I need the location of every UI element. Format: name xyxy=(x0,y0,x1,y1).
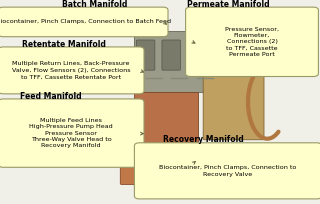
FancyBboxPatch shape xyxy=(0,99,144,167)
FancyBboxPatch shape xyxy=(0,7,168,37)
FancyBboxPatch shape xyxy=(134,92,198,153)
Text: Multiple Return Lines, Back-Pressure
Valve, Flow Sensors (2), Connections
to TFF: Multiple Return Lines, Back-Pressure Val… xyxy=(12,61,131,79)
FancyBboxPatch shape xyxy=(162,40,180,70)
FancyBboxPatch shape xyxy=(186,7,318,76)
Text: Retentate Manifold: Retentate Manifold xyxy=(22,40,106,49)
FancyBboxPatch shape xyxy=(188,40,206,70)
FancyBboxPatch shape xyxy=(203,66,264,140)
Text: Permeate Manifold: Permeate Manifold xyxy=(188,0,270,9)
FancyBboxPatch shape xyxy=(134,31,230,92)
FancyBboxPatch shape xyxy=(0,47,144,94)
Text: Pressure Sensor,
Flowmeter,
Connections (2)
to TFF, Cassette
Permeate Port: Pressure Sensor, Flowmeter, Connections … xyxy=(225,27,279,57)
Text: Recovery Manifold: Recovery Manifold xyxy=(163,135,244,144)
Text: Feed Manifold: Feed Manifold xyxy=(20,92,82,101)
FancyBboxPatch shape xyxy=(134,143,320,199)
Text: Multiple Feed Lines
High-Pressure Pump Head
Pressure Sensor
Three-Way Valve Head: Multiple Feed Lines High-Pressure Pump H… xyxy=(29,118,113,149)
Text: Biocontainer, Pinch Clamps, Connection to
Recovery Valve: Biocontainer, Pinch Clamps, Connection t… xyxy=(159,165,297,176)
FancyBboxPatch shape xyxy=(136,40,155,70)
FancyBboxPatch shape xyxy=(120,150,212,184)
Text: Biocontainer, Pinch Clamps, Connection to Batch Feed: Biocontainer, Pinch Clamps, Connection t… xyxy=(0,19,171,24)
Text: Batch Manifold: Batch Manifold xyxy=(62,0,127,9)
